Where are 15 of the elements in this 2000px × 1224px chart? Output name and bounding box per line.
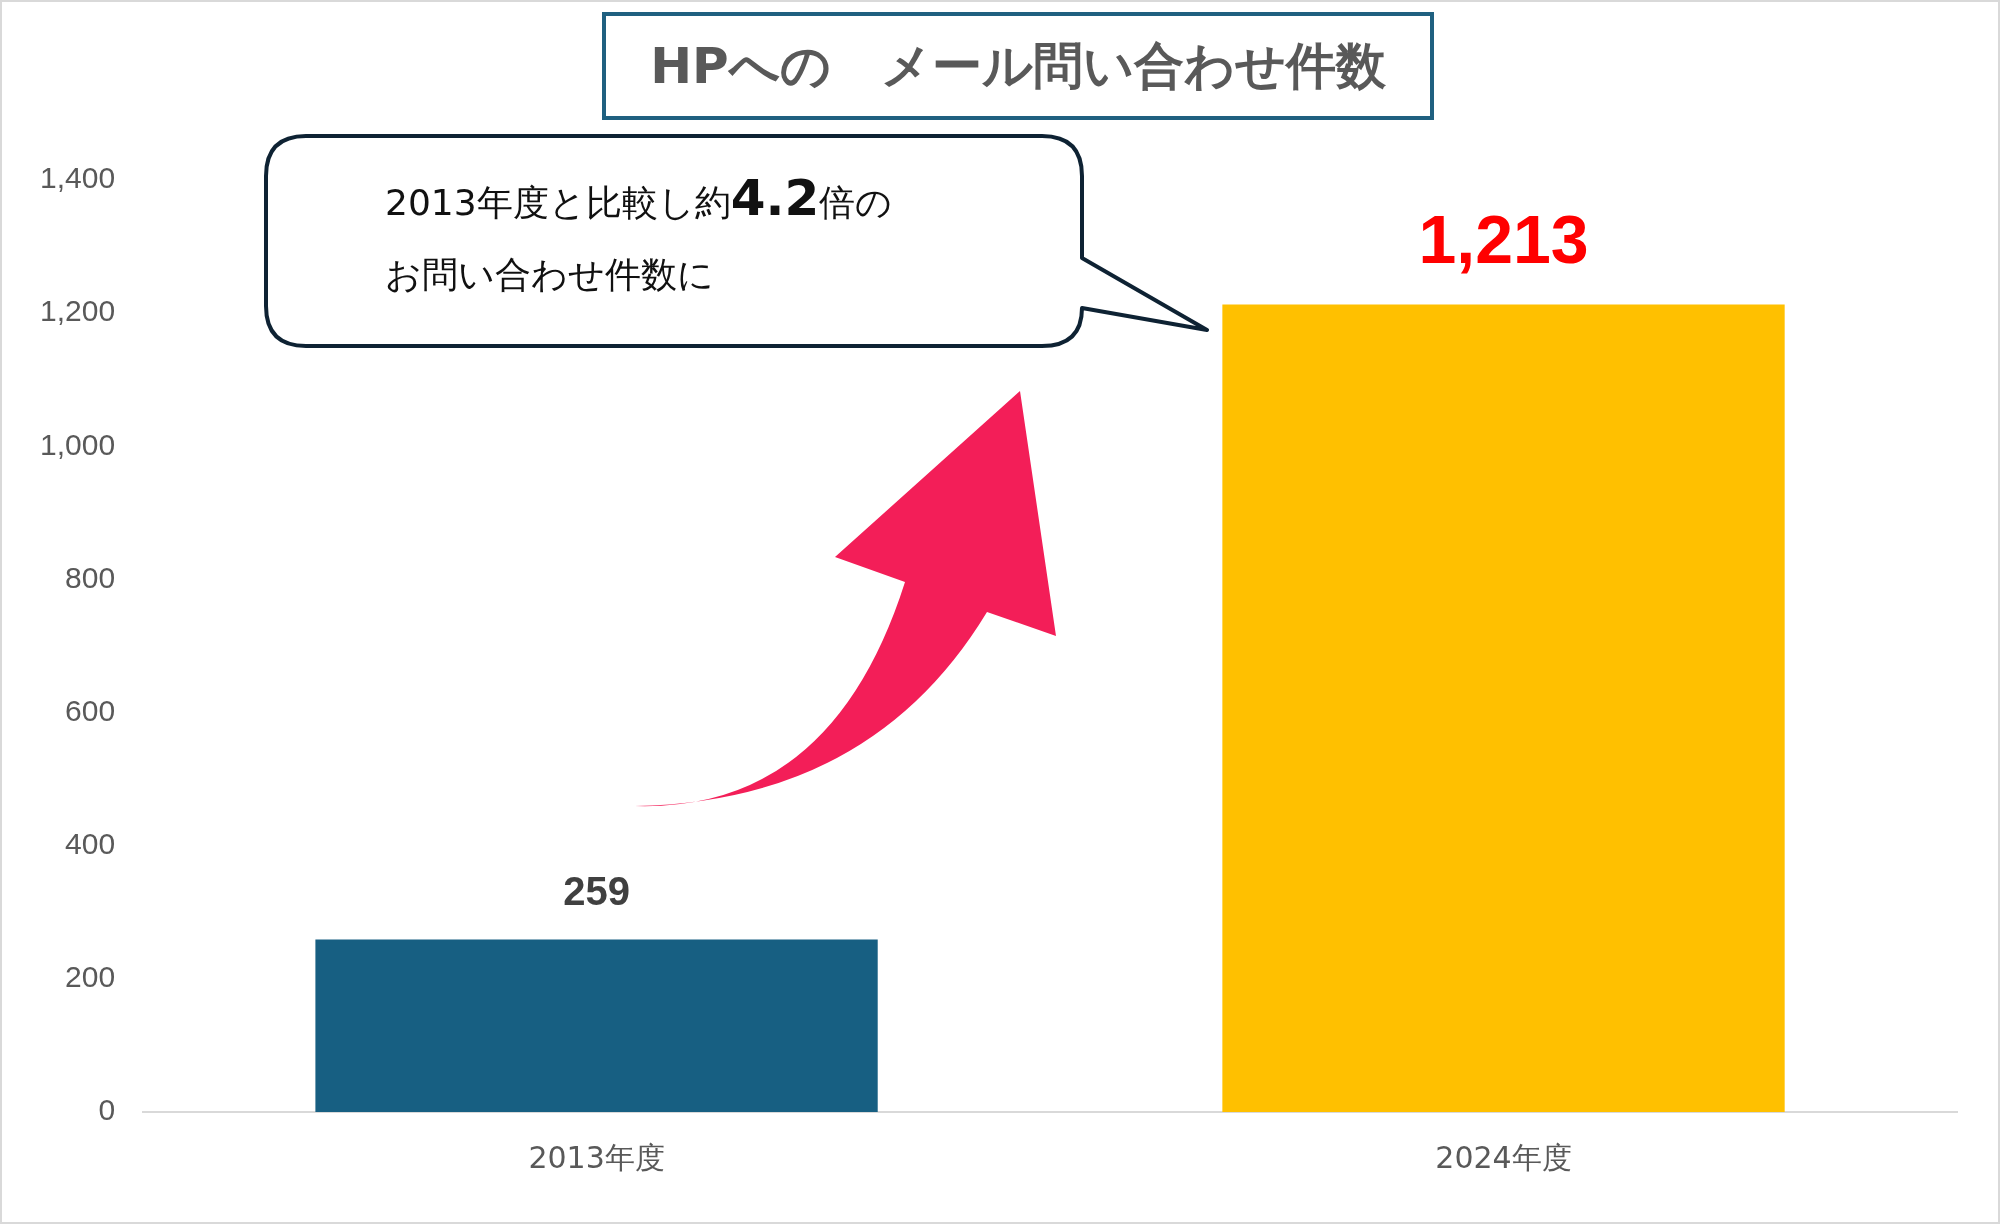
y-tick-label: 800 xyxy=(65,560,116,594)
x-tick-label: 2024年度 xyxy=(1435,1139,1572,1175)
annotation: お問い合わせ件数に xyxy=(385,253,715,297)
y-tick-label: 0 xyxy=(98,1093,116,1127)
x-tick-label: 2013年度 xyxy=(528,1139,665,1175)
annotation: 2013年度と比較し約4.2倍の xyxy=(385,168,894,229)
y-tick-label: 1,400 xyxy=(40,161,116,195)
y-tick-label: 1,000 xyxy=(40,427,116,461)
data-label: 259 xyxy=(563,868,630,913)
chart-title: HPへの メール問い合わせ件数 xyxy=(602,12,1434,120)
y-tick-label: 200 xyxy=(65,960,116,994)
y-tick-label: 600 xyxy=(65,693,116,727)
data-label: 1,213 xyxy=(1418,201,1589,278)
y-tick-label: 400 xyxy=(65,826,116,860)
y-tick-label: 1,200 xyxy=(40,294,116,328)
